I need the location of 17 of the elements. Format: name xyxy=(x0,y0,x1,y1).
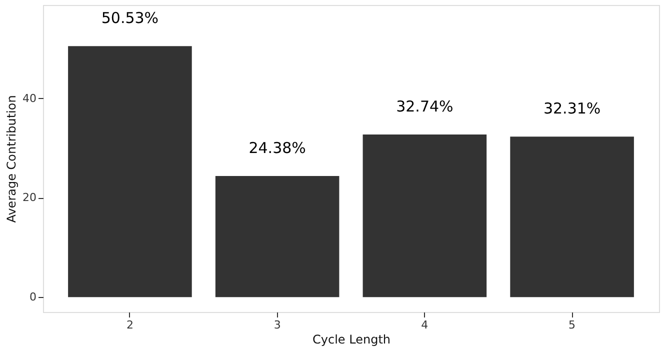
data-label: 24.38% xyxy=(248,138,306,157)
bar xyxy=(510,136,634,298)
data-label: 32.74% xyxy=(396,97,454,116)
x-tick-label: 4 xyxy=(421,318,428,332)
x-tick-label: 2 xyxy=(126,318,134,332)
y-tick-label: 20 xyxy=(22,191,36,204)
y-axis-title: Average Contribution xyxy=(4,95,19,223)
bar xyxy=(68,46,192,298)
data-label: 50.53% xyxy=(101,9,159,28)
data-label: 32.31% xyxy=(543,100,601,118)
x-tick-label: 3 xyxy=(274,318,281,332)
bar xyxy=(215,176,340,298)
x-tick-label: 5 xyxy=(568,318,576,332)
y-tick-label: 0 xyxy=(30,290,36,304)
bar xyxy=(362,134,487,298)
x-axis-title: Cycle Length xyxy=(312,332,390,346)
y-tick-label: 40 xyxy=(22,92,36,105)
